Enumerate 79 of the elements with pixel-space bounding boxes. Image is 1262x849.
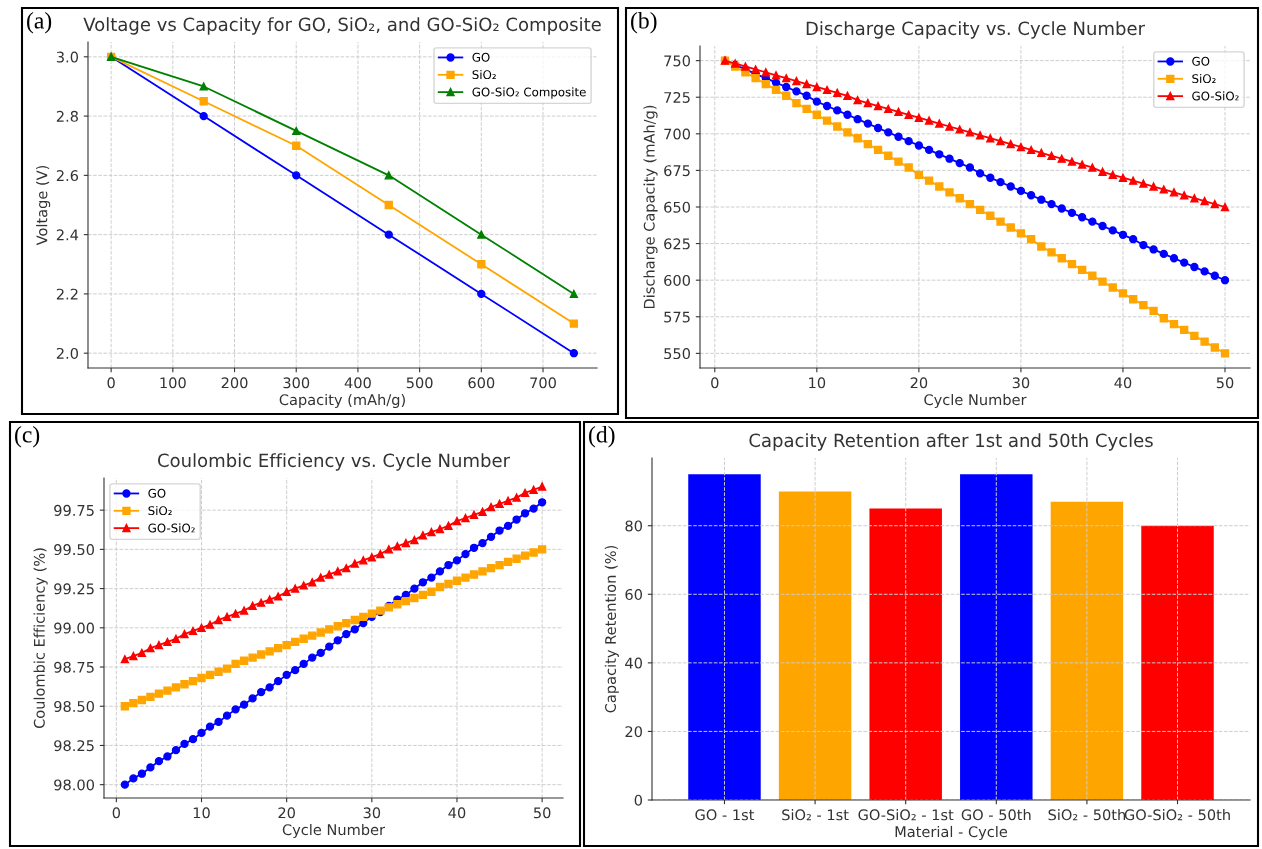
legend-label: SiO₂ <box>1192 73 1216 84</box>
y-tick-label: 98.75 <box>54 661 94 673</box>
x-tick-label: 30 <box>1012 377 1030 389</box>
x-axis-title: Cycle Number <box>282 823 386 839</box>
x-tick-label: 0 <box>112 807 121 819</box>
x-tick-label: SiO₂ - 1st <box>782 809 849 821</box>
legend-label: GO <box>1192 56 1210 66</box>
y-tick-label: 99.50 <box>54 544 94 556</box>
y-tick-label: 2.4 <box>56 229 79 241</box>
y-tick-label: 750 <box>664 55 690 67</box>
y-tick-label: 3.0 <box>56 51 78 63</box>
x-tick-label: 400 <box>344 377 371 389</box>
y-tick-label: 99.75 <box>54 504 94 516</box>
y-tick-label: 625 <box>664 238 690 250</box>
y-tick-label: 700 <box>664 128 690 140</box>
legend-label: GO-SiO₂ <box>148 523 195 533</box>
legend-label: GO-SiO₂ Composite <box>472 87 586 99</box>
y-tick-label: 575 <box>664 311 690 323</box>
x-tick-label: 0 <box>107 377 115 389</box>
y-tick-label: 2.6 <box>56 170 79 182</box>
x-tick-label: 50 <box>533 807 551 819</box>
x-tick-label: 40 <box>1114 377 1132 389</box>
text: (b) <box>631 12 657 34</box>
x-tick-label: 10 <box>193 807 210 819</box>
text: (c) <box>15 426 40 448</box>
y-axis-title: Voltage (V) <box>36 165 51 246</box>
y-tick-label: 675 <box>664 165 690 177</box>
x-tick-label: 20 <box>910 377 928 389</box>
x-tick-label: SiO₂ - 50th <box>1048 809 1126 821</box>
text: (a) <box>27 12 52 34</box>
legend-label: SiO₂ <box>472 69 496 80</box>
x-tick-label: 200 <box>221 377 248 389</box>
chart-title: Coulombic Efficiency vs. Cycle Number <box>157 453 511 471</box>
x-axis-title: Cycle Number <box>924 393 1027 409</box>
x-tick-label: 600 <box>468 377 495 389</box>
y-tick-label: 80 <box>625 520 642 532</box>
y-tick-label: 98.25 <box>54 740 94 752</box>
y-tick-label: 98.00 <box>54 779 94 791</box>
chart-title: Capacity Retention after 1st and 50th Cycles <box>749 433 1153 451</box>
y-tick-label: 2.8 <box>56 110 78 122</box>
x-tick-label: GO - 1st <box>695 809 755 821</box>
x-tick-label: GO-SiO₂ - 1st <box>858 809 954 821</box>
chart-title: Discharge Capacity vs. Cycle Number <box>806 21 1145 39</box>
y-tick-label: 725 <box>664 91 690 103</box>
y-tick-label: 650 <box>664 201 690 213</box>
y-tick-label: 20 <box>625 726 642 738</box>
x-tick-label: 700 <box>530 377 556 389</box>
legend-label: GO <box>148 488 166 498</box>
y-tick-label: 99.00 <box>54 622 94 634</box>
x-tick-label: 50 <box>1216 377 1234 389</box>
y-tick-label: 2.0 <box>56 347 78 359</box>
x-tick-label: GO-SiO₂ - 50th <box>1124 809 1230 821</box>
y-tick-label: 0 <box>634 794 642 806</box>
text: (d) <box>589 426 615 448</box>
x-axis-title: Capacity (mAh/g) <box>279 393 405 409</box>
y-axis-title: Discharge Capacity (mAh/g) <box>643 105 658 309</box>
x-tick-label: 20 <box>278 807 295 819</box>
y-tick-label: 40 <box>625 657 642 669</box>
y-axis-title: Capacity Retention (%) <box>604 545 619 713</box>
x-tick-label: 40 <box>448 807 466 819</box>
legend-label: SiO₂ <box>148 505 172 516</box>
legend-label: GO-SiO₂ <box>1192 91 1239 101</box>
x-tick-label: 500 <box>406 377 433 389</box>
x-tick-label: 0 <box>711 377 719 389</box>
y-tick-label: 600 <box>664 274 690 286</box>
y-tick-label: 98.50 <box>54 700 94 712</box>
y-tick-label: 550 <box>664 348 690 360</box>
legend-label: GO <box>472 52 490 62</box>
x-tick-label: 10 <box>809 377 826 389</box>
y-tick-label: 60 <box>625 589 642 601</box>
x-tick-label: 300 <box>283 377 310 389</box>
y-tick-label: 99.25 <box>54 583 94 595</box>
x-tick-label: 30 <box>363 807 381 819</box>
x-tick-label: GO - 50th <box>961 809 1031 821</box>
chart-title: Voltage vs Capacity for GO, SiO₂, and GO-SiO₂ Composite <box>83 17 601 35</box>
x-axis-title: Material - Cycle <box>895 825 1008 841</box>
x-tick-label: 100 <box>160 377 186 389</box>
y-tick-label: 2.2 <box>56 288 78 300</box>
y-axis-title: Coulombic Efficiency (%) <box>33 548 48 729</box>
